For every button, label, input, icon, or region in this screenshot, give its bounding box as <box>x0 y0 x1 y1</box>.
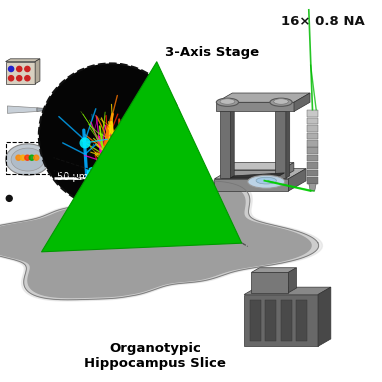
Text: 50 μm: 50 μm <box>57 172 89 182</box>
Polygon shape <box>244 295 318 346</box>
Circle shape <box>150 123 161 134</box>
Ellipse shape <box>270 98 292 106</box>
Polygon shape <box>0 181 319 300</box>
Polygon shape <box>37 108 46 112</box>
Polygon shape <box>281 162 294 178</box>
Ellipse shape <box>11 148 44 171</box>
Circle shape <box>20 155 26 160</box>
Polygon shape <box>251 268 296 272</box>
Bar <box>307 133 318 139</box>
Polygon shape <box>6 62 35 84</box>
Polygon shape <box>220 109 234 112</box>
Bar <box>307 155 318 162</box>
Circle shape <box>16 155 21 160</box>
Text: Organotypic
Hippocampus Slice: Organotypic Hippocampus Slice <box>84 342 226 369</box>
Polygon shape <box>0 183 311 298</box>
Polygon shape <box>6 59 40 62</box>
Bar <box>307 118 318 125</box>
Text: 16× 0.8 NA: 16× 0.8 NA <box>281 15 365 28</box>
Circle shape <box>8 66 14 71</box>
Polygon shape <box>230 173 285 178</box>
Polygon shape <box>309 184 316 191</box>
Polygon shape <box>216 102 294 112</box>
Text: 3-Axis Stage: 3-Axis Stage <box>165 46 259 59</box>
Polygon shape <box>244 287 331 295</box>
Circle shape <box>6 196 12 201</box>
Ellipse shape <box>216 98 238 106</box>
Circle shape <box>34 155 39 160</box>
Circle shape <box>25 66 30 71</box>
Polygon shape <box>294 93 310 112</box>
Bar <box>249 300 261 341</box>
Circle shape <box>25 76 30 81</box>
Bar <box>296 300 307 341</box>
Bar <box>307 110 318 117</box>
Polygon shape <box>275 112 286 178</box>
Circle shape <box>29 155 34 160</box>
Polygon shape <box>222 162 294 170</box>
Circle shape <box>25 155 30 160</box>
Polygon shape <box>214 168 306 179</box>
Ellipse shape <box>256 177 277 184</box>
Bar <box>307 140 318 147</box>
Polygon shape <box>318 287 331 346</box>
Bar <box>307 170 318 176</box>
Bar <box>307 177 318 184</box>
Polygon shape <box>7 106 37 113</box>
Ellipse shape <box>6 144 50 175</box>
Polygon shape <box>230 109 234 178</box>
Bar <box>281 300 292 341</box>
Polygon shape <box>222 170 281 178</box>
Circle shape <box>17 66 22 71</box>
Bar <box>307 147 318 154</box>
Circle shape <box>17 76 22 81</box>
Polygon shape <box>251 272 288 293</box>
Polygon shape <box>220 112 230 178</box>
Polygon shape <box>286 109 290 178</box>
Ellipse shape <box>274 99 288 104</box>
Circle shape <box>87 167 98 178</box>
Polygon shape <box>35 59 40 84</box>
Circle shape <box>79 138 91 149</box>
Bar <box>307 162 318 169</box>
Polygon shape <box>216 93 310 102</box>
Bar <box>265 300 276 341</box>
Polygon shape <box>275 109 290 112</box>
Polygon shape <box>0 180 322 301</box>
Circle shape <box>8 76 14 81</box>
Ellipse shape <box>220 99 235 104</box>
Circle shape <box>39 63 183 208</box>
Bar <box>307 125 318 132</box>
Ellipse shape <box>248 175 285 188</box>
Polygon shape <box>288 168 306 191</box>
Polygon shape <box>214 179 288 191</box>
Polygon shape <box>288 268 296 293</box>
